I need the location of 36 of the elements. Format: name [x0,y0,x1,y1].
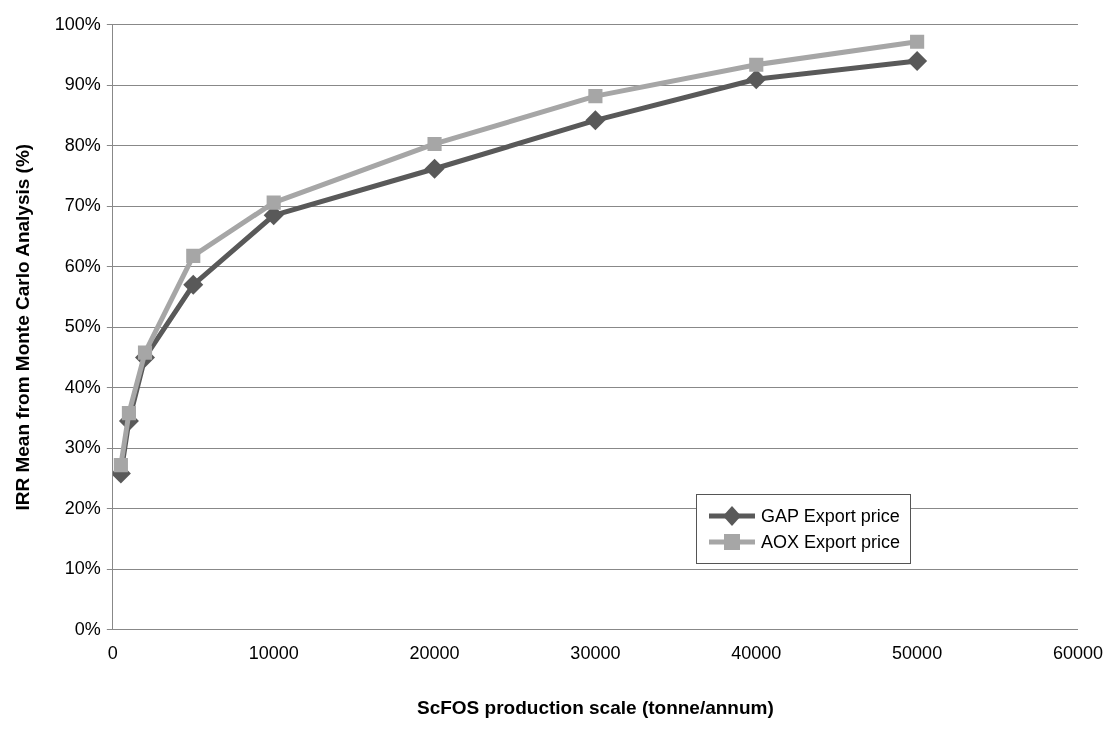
point [266,195,281,210]
point [183,274,204,295]
y-tick-label: 40% [64,376,101,397]
y-tick-label: 80% [64,134,101,155]
x-tick-label: 20000 [409,643,460,664]
y-tick-label: 10% [64,558,101,579]
point [588,89,603,104]
y-tick-label: 60% [64,255,101,276]
point [186,248,201,263]
x-axis-title: ScFOS production scale (tonne/annum) [417,696,774,718]
x-tick-label: 50000 [892,643,943,664]
legend-label: GAP Export price [760,505,900,527]
legend-label: AOX Export price [760,531,900,553]
x-tick-label: 60000 [1052,643,1103,664]
point [746,69,767,90]
x-tick-label: 10000 [248,643,299,664]
point [907,51,928,72]
y-tick-label: 30% [64,437,101,458]
y-tick-label: 90% [64,74,101,95]
point [113,458,128,473]
y-tick-label: 50% [64,316,101,337]
point [121,406,136,421]
y-tick-label: 0% [74,618,101,639]
y-tick-label: 100% [54,13,101,34]
y-tick-label: 20% [64,497,101,518]
x-tick-label: 0 [107,643,118,664]
point [910,34,925,49]
point [424,158,445,179]
x-tick-label: 40000 [731,643,782,664]
point [137,345,153,360]
x-tick-label: 30000 [570,643,621,664]
point [427,136,442,152]
point [749,57,764,72]
point [585,110,606,131]
y-axis-title: IRR Mean from Monte Carlo Analysis (%) [11,143,33,511]
y-tick-label: 70% [64,195,101,216]
